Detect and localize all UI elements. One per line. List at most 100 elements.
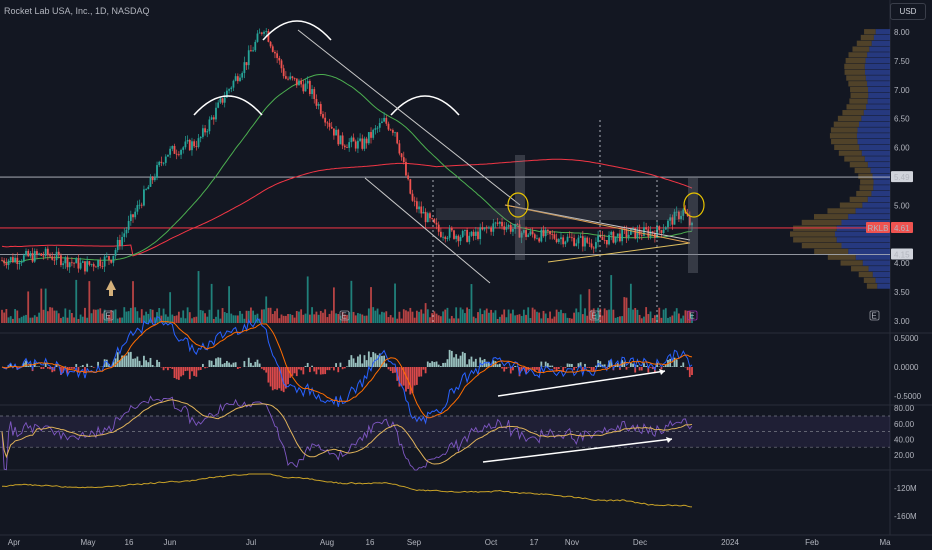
volume-bar <box>191 318 193 323</box>
profile-bar-up <box>862 260 890 266</box>
volume-bar <box>531 307 534 323</box>
candle-body <box>381 121 383 124</box>
candle-body <box>527 234 530 237</box>
volume-bar <box>643 316 645 323</box>
candle-body <box>276 53 279 58</box>
candle-body <box>5 263 8 266</box>
candle-body <box>173 145 176 154</box>
volume-bar <box>149 309 152 323</box>
candle-body <box>566 236 569 242</box>
volume-bar <box>29 317 32 323</box>
macd-histogram-bar <box>201 363 204 367</box>
volume-bar <box>374 310 377 323</box>
macd-histogram-bar <box>328 367 331 371</box>
macd-histogram-bar <box>171 367 174 369</box>
profile-bar-up <box>873 185 890 191</box>
macd-histogram-bar <box>199 367 202 370</box>
candle-body <box>536 238 538 240</box>
candle-body <box>595 242 597 249</box>
candle-body <box>326 122 329 124</box>
candle-body <box>62 263 65 266</box>
volume-bar <box>75 279 78 323</box>
macd-histogram-bar <box>278 367 281 389</box>
macd-histogram-bar <box>5 367 8 368</box>
profile-bar-up <box>872 271 890 278</box>
volume-bar <box>337 313 340 323</box>
profile-bar-up <box>855 254 890 260</box>
candle-body <box>488 227 490 229</box>
profile-bar-down <box>827 208 856 214</box>
volume-bar <box>407 311 410 323</box>
level-badge <box>891 171 913 183</box>
signal-line <box>1 320 693 419</box>
volume-bar <box>284 315 287 323</box>
candle-body <box>311 89 313 95</box>
macd-histogram-bar <box>418 367 420 377</box>
volume-bar <box>662 309 665 323</box>
candle-body <box>667 220 669 228</box>
macd-histogram-bar <box>149 357 152 367</box>
candle-body <box>669 217 672 221</box>
volume-bar <box>516 314 519 323</box>
candle-body <box>94 266 97 268</box>
profile-bar-down <box>852 46 870 52</box>
candle-body <box>40 253 43 256</box>
currency-button[interactable]: USD <box>890 3 926 20</box>
candle-body <box>359 138 362 141</box>
candle-body <box>81 261 84 263</box>
profile-bar-down <box>814 214 849 220</box>
volume-bar <box>448 318 451 323</box>
candle-body <box>132 214 134 218</box>
volume-bar <box>295 311 298 323</box>
macd-histogram-bar <box>84 367 86 373</box>
candle-body <box>549 230 551 235</box>
volume-bar <box>84 307 86 323</box>
candle-body <box>457 235 460 242</box>
volume-bar <box>219 318 222 323</box>
macd-histogram-bar <box>433 362 436 367</box>
macd-histogram-bar <box>466 364 468 367</box>
volume-bar <box>7 317 10 323</box>
macd-histogram-bar <box>228 362 230 367</box>
volume-bar <box>653 315 656 323</box>
macd-histogram-bar <box>595 365 597 367</box>
macd-histogram-bar <box>276 367 279 390</box>
candle-body <box>33 251 36 262</box>
x-tick-label: Oct <box>485 538 498 547</box>
candle-body <box>531 231 534 235</box>
volume-bar <box>584 308 586 323</box>
volume-bar <box>385 311 388 323</box>
candle-body <box>149 177 152 187</box>
macd-histogram-bar <box>551 365 554 367</box>
candle-body <box>474 231 477 236</box>
volume-bar <box>505 317 508 323</box>
volume-bar <box>223 312 226 323</box>
candle-body <box>439 231 442 237</box>
profile-bar-down <box>858 173 873 179</box>
profile-bar-up <box>861 150 890 156</box>
x-tick-label: Apr <box>8 538 21 547</box>
volume-bar <box>590 309 593 323</box>
volume-bar <box>566 317 569 323</box>
macd-line <box>1 316 693 425</box>
volume-bar <box>243 318 246 323</box>
macd-histogram-bar <box>304 365 307 367</box>
candle-body <box>472 231 475 236</box>
macd-histogram-bar <box>81 365 84 367</box>
volume-bar <box>507 309 510 323</box>
earnings-marker <box>869 310 880 321</box>
macd-histogram-bar <box>352 358 355 367</box>
profile-bar-down <box>829 133 857 139</box>
macd-histogram-bar <box>357 356 359 367</box>
macd-histogram-bar <box>258 363 261 367</box>
macd-histogram-bar <box>97 361 99 367</box>
volume-bar <box>525 314 527 323</box>
macd-histogram-bar <box>546 363 549 367</box>
volume-bar <box>453 318 455 323</box>
macd-histogram-bar <box>581 367 584 372</box>
volume-bar <box>103 309 106 323</box>
candle-body <box>645 227 648 230</box>
volume-bar <box>671 315 674 323</box>
volume-bar <box>605 310 608 323</box>
